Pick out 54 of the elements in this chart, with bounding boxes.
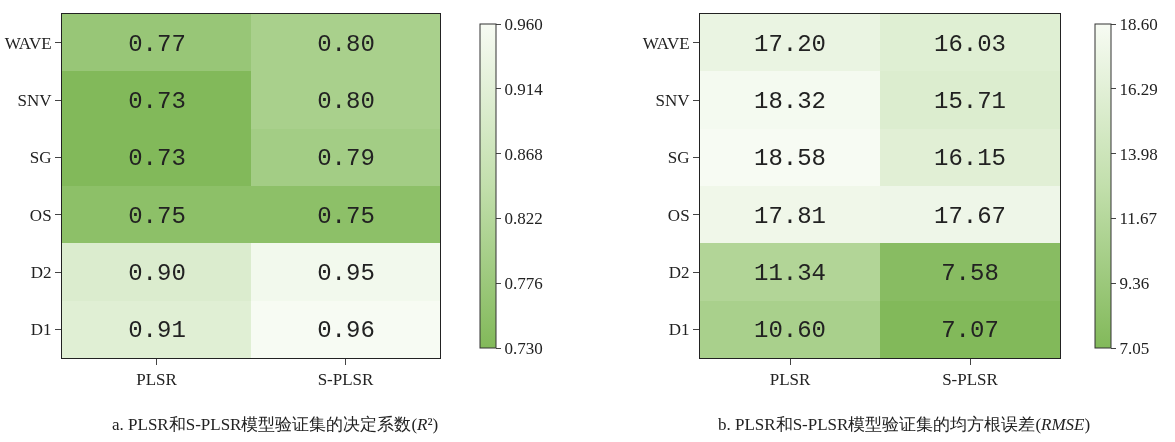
x-tick-label: PLSR <box>136 370 178 390</box>
data-label: 16.15 <box>933 145 1007 173</box>
data-label: 0.80 <box>317 31 375 59</box>
data-label: 0.91 <box>128 317 186 345</box>
y-tick-label: WAVE <box>642 33 690 53</box>
data-label: 17.20 <box>753 31 827 59</box>
color-bar-label: 18.60 <box>1119 14 1158 34</box>
y-tick-label: SNV <box>655 90 691 110</box>
data-label: 0.90 <box>128 260 186 288</box>
data-label: 0.95 <box>317 260 375 288</box>
data-label: 17.67 <box>933 203 1007 231</box>
x-tick-label: S-PLSR <box>317 370 375 390</box>
data-label: 7.07 <box>941 317 999 345</box>
data-label: 0.80 <box>317 88 375 116</box>
y-tick-label: D1 <box>668 320 690 340</box>
data-label: 0.96 <box>317 317 375 345</box>
data-label: 0.75 <box>317 203 375 231</box>
y-tick-label: SNV <box>17 90 53 110</box>
data-label: 0.79 <box>317 145 375 173</box>
x-tick-label: PLSR <box>769 370 811 390</box>
y-tick-label: D1 <box>30 320 52 340</box>
data-label: 0.73 <box>128 145 186 173</box>
data-label: 10.60 <box>753 317 827 345</box>
y-tick-label: SG <box>29 148 52 168</box>
color-bar-label: 0.730 <box>504 338 543 358</box>
data-label: 7.58 <box>941 260 999 288</box>
color-bar-label: 9.36 <box>1119 274 1150 294</box>
color-bar-label: 0.960 <box>504 14 543 34</box>
color-bar-label: 0.868 <box>504 144 543 164</box>
x-tick-label: S-PLSR <box>942 370 999 390</box>
color-bar-label: 0.776 <box>504 274 543 294</box>
text: b. PLSR和S-PLSR模型验证集的均方根误差(RMSE) <box>718 415 1091 434</box>
data-label: 0.75 <box>128 203 186 231</box>
color-bar-label: 16.29 <box>1119 79 1158 99</box>
text: a. PLSR和S-PLSR模型验证集的决定系数(R²) <box>112 415 439 434</box>
data-label: 0.77 <box>128 31 186 59</box>
data-label: 16.03 <box>933 31 1007 59</box>
color-bar-label: 11.67 <box>1119 209 1158 229</box>
y-tick-label: OS <box>29 205 52 225</box>
color-bar-label: 13.98 <box>1119 144 1158 164</box>
color-bar-label: 0.914 <box>504 79 544 99</box>
data-label: 18.32 <box>753 88 827 116</box>
y-tick-label: D2 <box>668 262 690 282</box>
y-tick-label: SG <box>667 148 690 168</box>
data-label: 18.58 <box>753 145 827 173</box>
data-label: 15.71 <box>933 88 1007 116</box>
y-tick-label: D2 <box>30 262 52 282</box>
y-tick-label: WAVE <box>4 33 52 53</box>
data-label: 0.73 <box>128 88 186 116</box>
y-tick-label: OS <box>667 205 690 225</box>
data-label: 11.34 <box>753 260 827 288</box>
color-bar-label: 7.05 <box>1119 338 1150 358</box>
color-bar-label: 0.822 <box>504 209 543 229</box>
data-label: 17.81 <box>753 203 827 231</box>
